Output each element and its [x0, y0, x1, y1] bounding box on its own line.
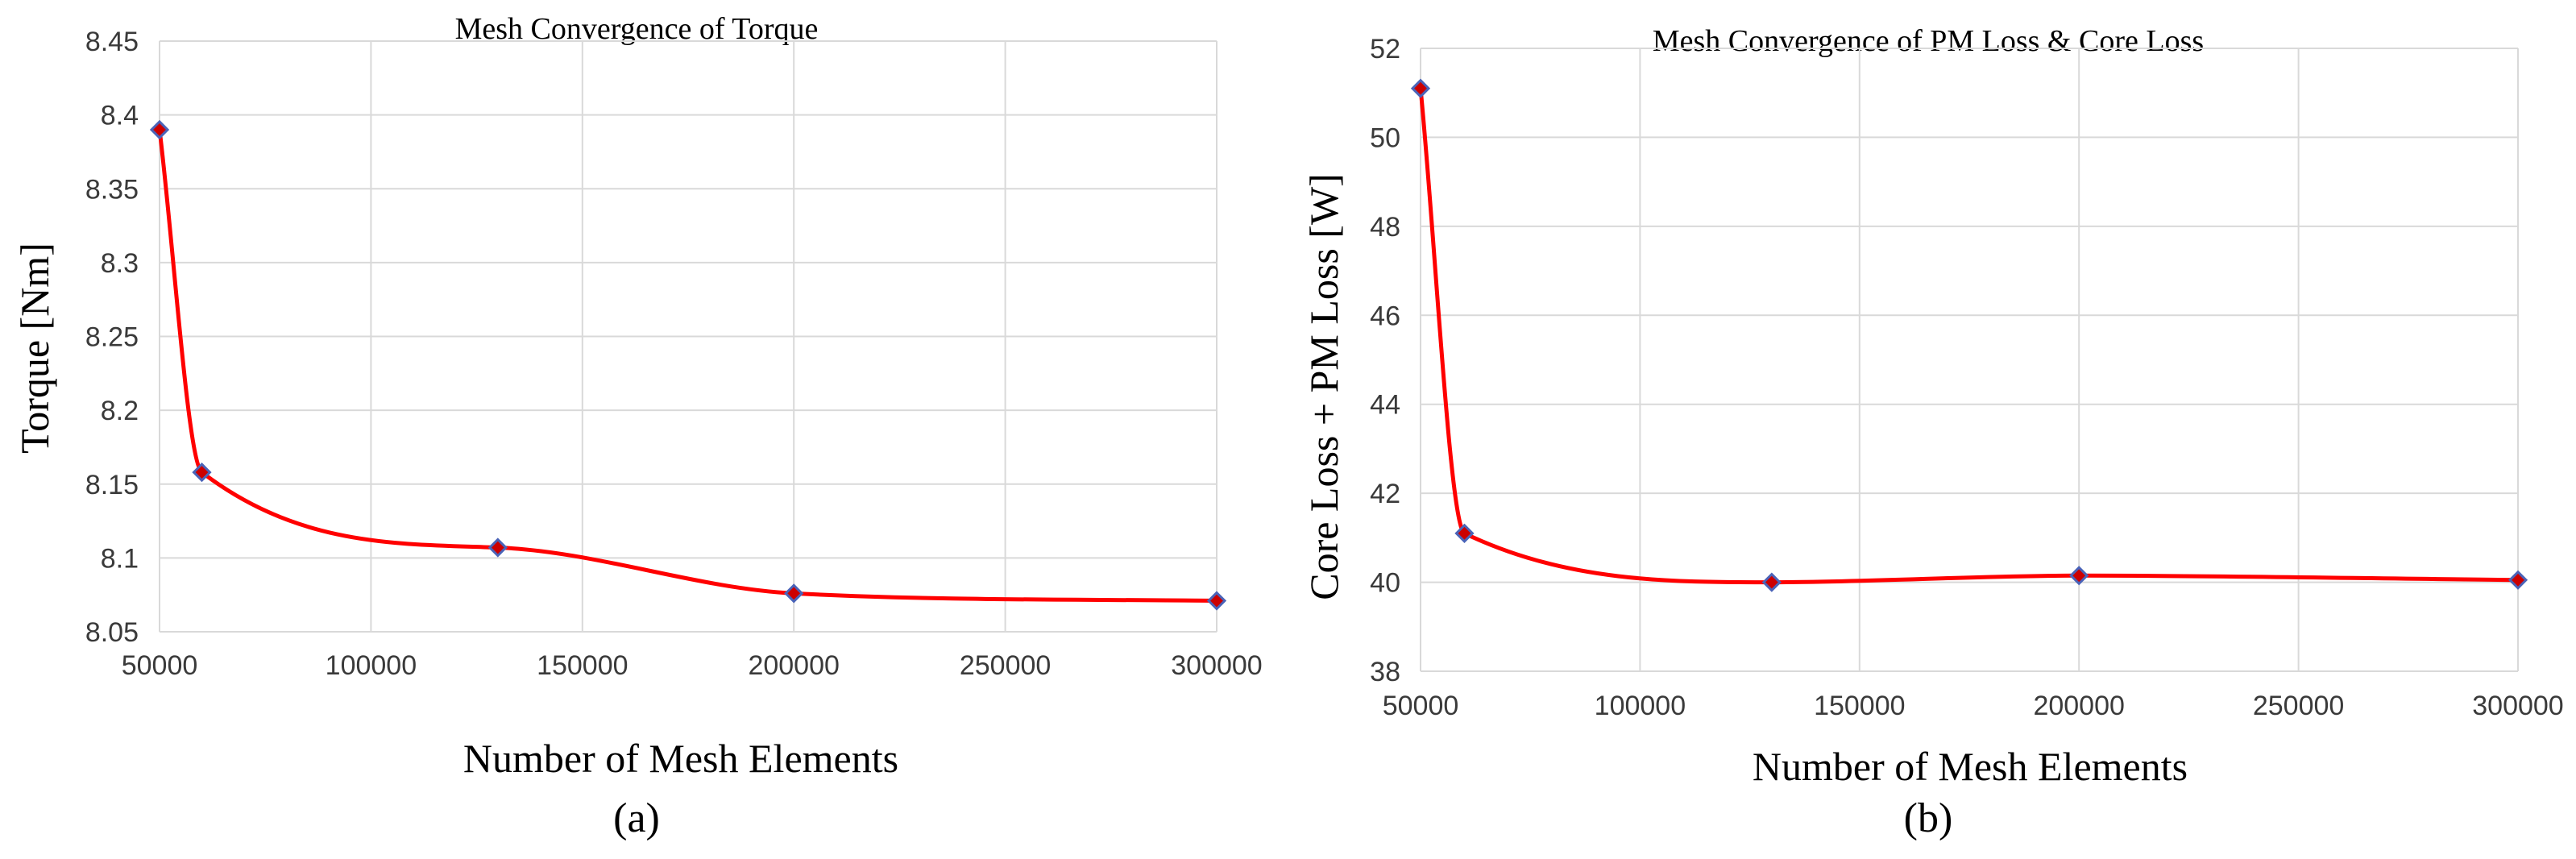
- chart-a-ytick-label: 8.1: [101, 543, 139, 574]
- chart-b-gridlines: [1420, 48, 2519, 672]
- chart-b-ytick-label: 40: [1370, 568, 1400, 599]
- chart-a-gridlines: [159, 40, 1217, 633]
- chart-b-data-point: [1454, 523, 1475, 543]
- chart-b-ticks: 50000 100000 150000 200000 250000 300000 38 40 4…: [1370, 34, 2564, 721]
- chart-b-xtick-label: 300000: [2472, 691, 2563, 721]
- chart-b-ytick-label: 44: [1370, 390, 1400, 421]
- chart-b-data-point: [2508, 570, 2528, 590]
- chart-b-series-line: [1418, 88, 2519, 585]
- chart-b-loss: Mesh Convergence of PM Loss & Core Loss …: [1301, 24, 2564, 841]
- chart-b-ytick-label: 38: [1370, 657, 1400, 687]
- chart-b-data-point: [2069, 566, 2089, 586]
- chart-a-data-point: [192, 462, 212, 483]
- chart-b-data-point: [1761, 572, 1782, 592]
- chart-b-ytick-label: 48: [1370, 212, 1400, 243]
- chart-a-ytick-label: 8.15: [85, 470, 139, 500]
- chart-a-data-point: [784, 583, 804, 604]
- chart-a-data-point: [1206, 591, 1227, 611]
- chart-a-xtick-label: 250000: [960, 650, 1051, 681]
- chart-a-ticks: 50000 100000 150000 200000 250000 300000 8.05 8…: [85, 27, 1263, 681]
- chart-a-data-point: [149, 119, 170, 140]
- chart-a-ytick-label: 8.45: [85, 27, 139, 57]
- chart-b-title: Mesh Convergence of PM Loss & Core Loss: [1653, 24, 2204, 58]
- chart-b-xtick-label: 200000: [2033, 691, 2124, 721]
- chart-b-data-point: [1410, 78, 1431, 98]
- chart-a-series-line: [157, 129, 1217, 604]
- chart-a-panel-label: (a): [613, 795, 660, 841]
- chart-a-lines: [157, 129, 1217, 604]
- chart-a-ytick-label: 8.3: [101, 248, 139, 279]
- chart-b-ytick-label: 42: [1370, 479, 1400, 509]
- chart-b-xtick-label: 50000: [1383, 691, 1459, 721]
- chart-a-ytick-label: 8.2: [101, 396, 139, 426]
- chart-b-panel-label: (b): [1904, 795, 1953, 841]
- chart-b-ylabel: Core Loss + PM Loss [W]: [1301, 173, 1346, 600]
- chart-a-data-point: [487, 537, 508, 558]
- chart-b-ytick-label: 50: [1370, 122, 1400, 153]
- chart-b-xlabel: Number of Mesh Elements: [1753, 744, 2188, 789]
- chart-b-xtick-label: 250000: [2253, 691, 2344, 721]
- chart-a-xtick-label: 100000: [326, 650, 417, 681]
- chart-a-torque: Mesh Convergence of Torque Torque [Nm] N…: [12, 12, 1263, 841]
- chart-a-ytick-label: 8.4: [101, 101, 139, 131]
- chart-a-xtick-label: 200000: [748, 650, 839, 681]
- chart-b-markers: [1410, 78, 2528, 592]
- chart-a-ytick-label: 8.35: [85, 174, 139, 205]
- chart-a-ytick-label: 8.05: [85, 617, 139, 648]
- chart-b-ytick-label: 46: [1370, 301, 1400, 331]
- chart-b-lines: [1418, 88, 2519, 585]
- chart-a-xlabel: Number of Mesh Elements: [463, 736, 898, 781]
- chart-a-xtick-label: 50000: [122, 650, 198, 681]
- chart-a-xtick-label: 150000: [537, 650, 628, 681]
- chart-b-xtick-label: 100000: [1595, 691, 1686, 721]
- chart-b-ytick-label: 52: [1370, 34, 1400, 64]
- chart-a-ytick-label: 8.25: [85, 322, 139, 353]
- chart-b-xtick-label: 150000: [1814, 691, 1905, 721]
- chart-a-ylabel: Torque [Nm]: [12, 243, 57, 454]
- chart-a-xtick-label: 300000: [1171, 650, 1262, 681]
- chart-a-markers: [149, 119, 1227, 611]
